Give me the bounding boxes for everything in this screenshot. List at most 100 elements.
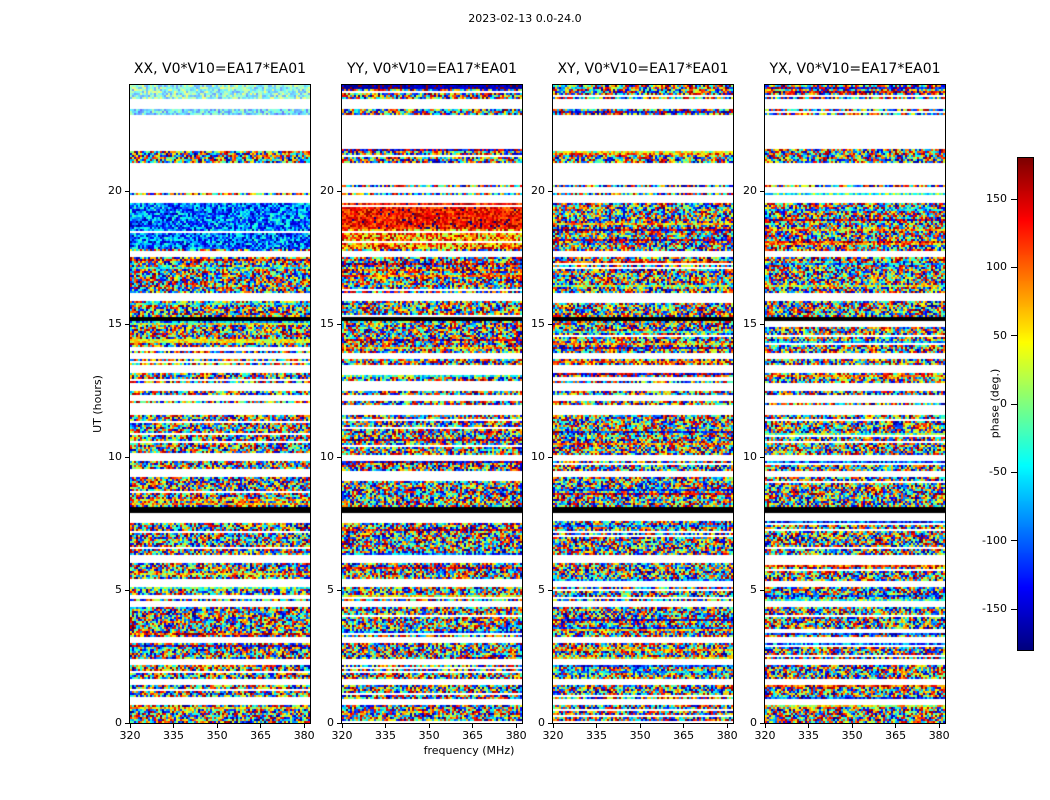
y-tick-label: 0 — [538, 716, 545, 729]
colorbar-tick-mark — [1011, 198, 1018, 200]
heatmap-panel-yy — [341, 84, 523, 724]
colorbar-tick-label: 0 — [1000, 397, 1007, 410]
heatmap-panel-yx — [764, 84, 946, 724]
panel-title-yx: YX, V0*V10=EA17*EA01 — [769, 61, 941, 77]
y-tick-mark — [125, 456, 130, 458]
heatmap-panel-xx — [129, 84, 311, 724]
y-tick-label: 20 — [743, 184, 757, 198]
colorbar-tick-label: 100 — [986, 260, 1007, 274]
x-tick-mark — [683, 723, 685, 728]
x-tick-label: 335 — [798, 729, 820, 742]
x-tick-mark — [515, 723, 517, 728]
x-tick-mark — [385, 723, 387, 728]
x-tick-label: 380 — [293, 729, 315, 742]
x-tick-label: 350 — [206, 729, 228, 742]
colorbar-tick-mark — [1011, 266, 1018, 268]
x-tick-label: 380 — [716, 729, 738, 742]
y-tick-mark — [760, 589, 765, 591]
y-tick-label: 20 — [320, 184, 334, 198]
x-tick-label: 320 — [754, 729, 776, 742]
heatmap-panel-xy — [552, 84, 734, 724]
x-tick-label: 320 — [542, 729, 564, 742]
x-tick-label: 365 — [462, 729, 484, 742]
y-tick-mark — [125, 589, 130, 591]
x-tick-mark — [808, 723, 810, 728]
x-tick-label: 335 — [375, 729, 397, 742]
colorbar-tick-label: 50 — [993, 328, 1007, 342]
x-tick-mark — [851, 723, 853, 728]
y-tick-mark — [337, 722, 342, 724]
x-tick-label: 380 — [928, 729, 950, 742]
y-tick-label: 10 — [531, 450, 545, 464]
y-tick-mark — [760, 456, 765, 458]
x-tick-mark — [173, 723, 175, 728]
colorbar-tick-mark — [1011, 540, 1018, 542]
x-tick-label: 365 — [250, 729, 272, 742]
colorbar-tick-label: 150 — [986, 192, 1007, 205]
panel-title-xx: XX, V0*V10=EA17*EA01 — [133, 61, 307, 77]
panel-title-yy: YY, V0*V10=EA17*EA01 — [346, 61, 518, 77]
y-tick-mark — [760, 190, 765, 192]
y-tick-mark — [125, 323, 130, 325]
x-axis-label: frequency (MHz) — [423, 744, 515, 757]
y-tick-label: 15 — [531, 317, 545, 331]
y-tick-label: 15 — [320, 317, 334, 331]
x-tick-mark — [341, 723, 343, 728]
y-tick-mark — [337, 456, 342, 458]
x-tick-label: 365 — [885, 729, 907, 742]
y-tick-label: 10 — [743, 450, 757, 464]
x-tick-label: 380 — [505, 729, 527, 742]
y-tick-label: 5 — [750, 583, 757, 597]
x-tick-label: 350 — [841, 729, 863, 742]
colorbar — [1017, 157, 1034, 651]
x-tick-mark — [639, 723, 641, 728]
y-axis-label: UT (hours) — [91, 375, 104, 433]
y-tick-mark — [337, 190, 342, 192]
y-tick-label: 20 — [108, 184, 122, 198]
x-tick-mark — [596, 723, 598, 728]
y-tick-mark — [548, 456, 553, 458]
colorbar-tick-mark — [1011, 608, 1018, 610]
x-tick-label: 335 — [163, 729, 185, 742]
y-tick-label: 0 — [750, 716, 757, 729]
y-tick-label: 5 — [115, 583, 122, 597]
y-tick-label: 5 — [538, 583, 545, 597]
colorbar-tick-label: -50 — [989, 465, 1007, 479]
x-tick-mark — [260, 723, 262, 728]
x-tick-mark — [938, 723, 940, 728]
y-tick-mark — [125, 722, 130, 724]
y-tick-label: 0 — [327, 716, 334, 729]
x-tick-mark — [764, 723, 766, 728]
x-tick-mark — [726, 723, 728, 728]
y-tick-mark — [337, 323, 342, 325]
y-tick-mark — [548, 190, 553, 192]
y-tick-label: 10 — [320, 450, 334, 464]
x-tick-mark — [303, 723, 305, 728]
colorbar-tick-mark — [1011, 403, 1018, 405]
x-tick-label: 350 — [629, 729, 651, 742]
y-tick-mark — [548, 323, 553, 325]
x-tick-mark — [216, 723, 218, 728]
x-tick-mark — [129, 723, 131, 728]
figure-title: 2023-02-13 0.0-24.0 — [468, 12, 582, 25]
y-tick-mark — [548, 722, 553, 724]
y-tick-mark — [548, 589, 553, 591]
x-tick-mark — [895, 723, 897, 728]
y-tick-mark — [125, 190, 130, 192]
colorbar-tick-label: -100 — [982, 533, 1007, 547]
x-tick-label: 320 — [119, 729, 141, 742]
y-tick-label: 15 — [108, 317, 122, 331]
x-tick-label: 350 — [418, 729, 440, 742]
x-tick-label: 335 — [586, 729, 608, 742]
y-tick-label: 20 — [531, 184, 545, 198]
x-tick-label: 365 — [673, 729, 695, 742]
x-tick-mark — [552, 723, 554, 728]
y-tick-mark — [337, 589, 342, 591]
y-tick-label: 5 — [327, 583, 334, 597]
y-tick-mark — [760, 722, 765, 724]
x-tick-mark — [428, 723, 430, 728]
colorbar-tick-label: -150 — [982, 602, 1007, 615]
colorbar-tick-mark — [1011, 335, 1018, 337]
y-tick-label: 15 — [743, 317, 757, 331]
